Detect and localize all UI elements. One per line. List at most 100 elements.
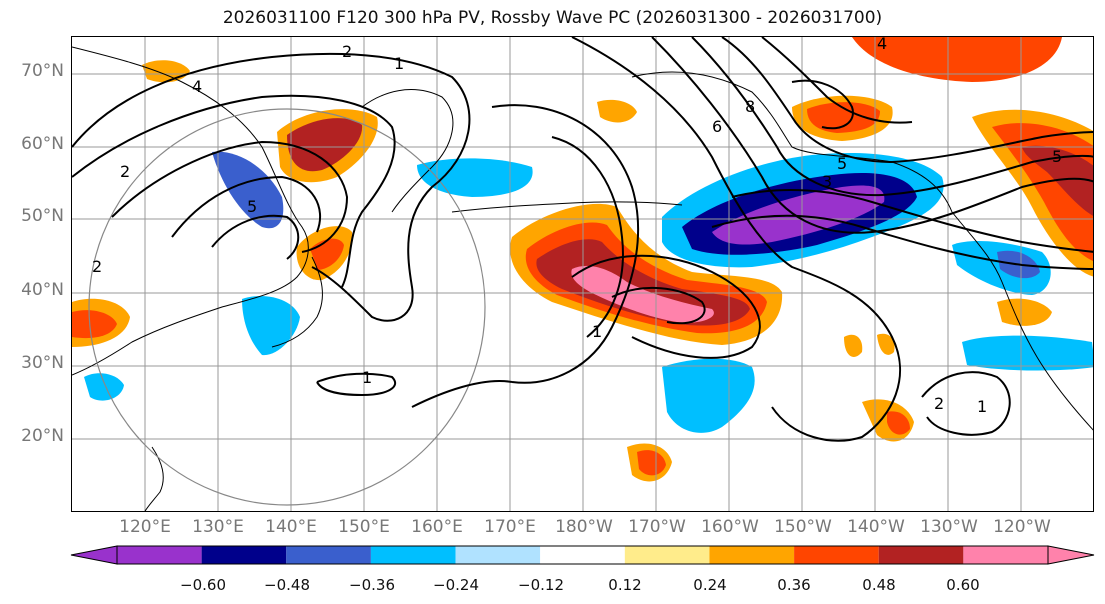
lat-label-40: 40°N [21, 280, 64, 300]
north-america-coastline [951, 211, 1093, 431]
lon-label-120w: 120°W [993, 517, 1051, 537]
colorbar-tick-label: −0.12 [518, 576, 564, 594]
lon-label-120e: 120°E [119, 517, 171, 537]
aleutian-islands [451, 201, 683, 213]
contour-label: 5 [837, 154, 847, 173]
lat-label-20: 20°N [21, 426, 64, 446]
lon-label-150w: 150°W [774, 517, 832, 537]
colorbar-segment [201, 546, 287, 564]
contour-ridge-3 [691, 37, 1093, 197]
lon-label-160e: 160°E [411, 517, 463, 537]
contour-label: 8 [745, 97, 755, 116]
contour-label: 1 [592, 322, 602, 341]
positive-anomaly-central-pacific-peak [571, 265, 714, 323]
negative-anomaly-subtropics [662, 358, 755, 433]
colorbar-tick-label: 0.36 [777, 576, 811, 594]
contour-label: 2 [92, 257, 102, 276]
lon-label-170e: 170°E [484, 517, 536, 537]
contour-east-closed [921, 371, 1011, 436]
negative-anomaly-east-pacific [962, 335, 1093, 371]
contour-label: 2 [342, 42, 352, 61]
colorbar-segment [540, 546, 625, 564]
colorbar-tick-label: 0.60 [946, 576, 980, 594]
lon-label-170w: 170°W [628, 517, 686, 537]
colorbar-tick-label: 0.12 [608, 576, 642, 594]
colorbar-segment [455, 546, 541, 564]
colorbar-segment [370, 546, 456, 564]
contour-label: 6 [712, 117, 722, 136]
contour-ridge-8 [711, 214, 1093, 270]
colorbar-extend-high [1047, 545, 1095, 565]
contour-5-west [211, 214, 300, 260]
contour-label: 5 [247, 197, 257, 216]
lat-label-60: 60°N [21, 134, 64, 154]
contour-label: 3 [822, 172, 832, 191]
colorbar-segment [624, 546, 710, 564]
alaska-coastline [631, 71, 953, 213]
coastlines [72, 46, 1093, 511]
lon-label-150e: 150°E [338, 517, 390, 537]
negative-anomaly-kamchatka [417, 158, 533, 197]
colorbar-segment [709, 546, 795, 564]
colorbar-tick-label: 0.24 [693, 576, 727, 594]
contour-south-1 [316, 372, 397, 397]
positive-anomaly-hawaii-core [637, 450, 666, 476]
contour-central-trough-1 [551, 136, 624, 338]
colorbar [70, 545, 1095, 565]
contour-label: 1 [977, 397, 987, 416]
lon-label-160w: 160°W [701, 517, 759, 537]
map-title: 2026031100 F120 300 hPa PV, Rossby Wave … [222, 8, 883, 28]
contour-south-2 [411, 380, 513, 408]
positive-anomaly-alaska-north-core [807, 102, 880, 133]
lon-label-180w: 180°W [555, 517, 613, 537]
contour-label: 2 [120, 162, 130, 181]
contour-central-trough-2 [571, 254, 761, 359]
lon-label-130w: 130°W [920, 517, 978, 537]
colorbar-segment [963, 546, 1048, 564]
pv-contours [72, 37, 1093, 442]
contour-label: 1 [362, 368, 372, 387]
negative-anomaly-okhotsk [212, 151, 284, 229]
lon-label-140e: 140°E [265, 517, 317, 537]
contour-3-west [111, 140, 349, 253]
positive-anomaly-small-1 [844, 334, 863, 357]
reference-circle [88, 108, 486, 506]
colorbar-segment [286, 546, 371, 564]
contour-central-trough-outer [491, 104, 640, 384]
colorbar-segment [878, 546, 964, 564]
contour-ridge-4 [721, 37, 1093, 164]
contour-label: 4 [877, 37, 887, 53]
contour-ridge-5 [761, 37, 913, 124]
anomaly-shading [72, 37, 1093, 482]
contour-label: 4 [192, 77, 202, 96]
negative-anomaly-south-china [84, 373, 124, 401]
contour-1-west [72, 52, 471, 322]
positive-anomaly-small-2 [877, 333, 895, 355]
negative-anomaly-japan [242, 296, 300, 356]
contour-4-west [171, 175, 322, 238]
positive-anomaly-bering [142, 60, 190, 83]
colorbar-tick-label: −0.36 [349, 576, 395, 594]
colorbar-segment [117, 546, 202, 564]
positive-anomaly-okhotsk-core [287, 118, 363, 172]
kamchatka-coastline [361, 89, 454, 213]
colorbar-extend-low [70, 545, 118, 565]
colorbar-tick-label: −0.24 [433, 576, 479, 594]
japan-coastline [271, 256, 323, 348]
positive-anomaly-central-pacific-strong [536, 239, 750, 326]
lat-label-70: 70°N [21, 61, 64, 81]
colorbar-tick-label: −0.48 [264, 576, 310, 594]
contour-central-trough-3 [611, 286, 706, 325]
contour-ridge-2 [651, 37, 1093, 234]
lat-label-50: 50°N [21, 206, 64, 226]
colorbar-tick-label: −0.60 [180, 576, 226, 594]
contour-ridge-7 [731, 189, 1093, 253]
contour-ridge-6 [791, 79, 854, 130]
graticule [72, 37, 1093, 511]
colorbar-segment [794, 546, 879, 564]
map-panel: 1 1 1 2 2 2 3 4 4 5 5 6 8 5 1 2 [71, 36, 1094, 512]
contour-label: 5 [1052, 147, 1062, 166]
contour-label: 2 [934, 394, 944, 413]
lon-label-140w: 140°W [847, 517, 905, 537]
contour-labels: 1 1 1 2 2 2 3 4 4 5 5 6 8 5 1 2 [92, 37, 1062, 416]
